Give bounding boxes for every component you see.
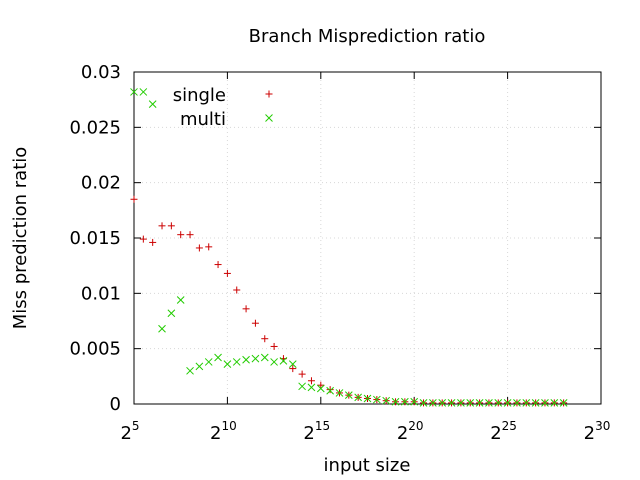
y-tick-label: 0.03 bbox=[81, 62, 121, 83]
x-tick-label: 215 bbox=[303, 419, 330, 444]
chart-title: Branch Misprediction ratio bbox=[249, 26, 486, 47]
data-point-multi bbox=[214, 353, 222, 362]
data-point-multi bbox=[475, 399, 484, 407]
y-axis-label: Miss prediction ratio bbox=[10, 147, 31, 330]
data-point-multi bbox=[429, 399, 437, 407]
x-tick-label: 210 bbox=[210, 419, 237, 444]
data-point-multi bbox=[270, 358, 278, 366]
data-point-multi bbox=[335, 389, 344, 397]
data-point-multi bbox=[260, 353, 269, 362]
data-point-single bbox=[307, 377, 315, 385]
data-point-single bbox=[289, 365, 297, 373]
y-tick-label: 0.01 bbox=[81, 283, 121, 304]
data-point-multi bbox=[513, 399, 521, 407]
legend-marker-single bbox=[265, 90, 273, 98]
data-point-multi bbox=[531, 399, 540, 407]
data-point-single bbox=[139, 235, 147, 243]
data-point-multi bbox=[410, 397, 419, 406]
legend: single multi bbox=[173, 85, 273, 130]
y-tick-labels: 0 0.005 0.01 0.015 0.02 0.025 0.03 bbox=[69, 62, 121, 415]
data-point-single bbox=[326, 386, 334, 394]
y-tick-label: 0.025 bbox=[69, 117, 121, 138]
data-point-multi bbox=[223, 360, 232, 369]
data-point-single bbox=[158, 222, 166, 230]
data-point-single bbox=[233, 286, 241, 294]
x-tick-label: 225 bbox=[490, 419, 517, 444]
data-point-multi bbox=[503, 399, 512, 407]
data-point-multi bbox=[494, 399, 503, 407]
data-point-single bbox=[186, 231, 194, 239]
data-point-multi bbox=[559, 399, 568, 407]
data-point-single bbox=[261, 335, 269, 343]
data-point-multi bbox=[354, 393, 363, 402]
x-tick-label: 220 bbox=[397, 419, 424, 444]
data-point-single bbox=[223, 269, 231, 277]
data-point-multi bbox=[457, 399, 465, 407]
data-point-multi bbox=[148, 100, 157, 108]
data-point-multi bbox=[242, 355, 250, 364]
grid bbox=[134, 72, 601, 404]
x-tick-label: 25 bbox=[120, 419, 139, 444]
data-point-multi bbox=[195, 362, 204, 371]
data-point-single bbox=[251, 319, 259, 327]
data-point-single bbox=[317, 381, 325, 389]
data-point-multi bbox=[139, 88, 148, 96]
data-point-multi bbox=[485, 399, 493, 407]
data-point-multi bbox=[419, 399, 428, 407]
data-point-multi bbox=[363, 394, 372, 403]
x-tick-label: 230 bbox=[584, 419, 611, 444]
legend-marker-symbol bbox=[265, 114, 273, 122]
data-point-single bbox=[214, 261, 222, 269]
data-point-multi bbox=[186, 366, 194, 375]
legend-marker-symbol bbox=[265, 90, 273, 98]
data-point-single bbox=[167, 222, 175, 230]
data-point-multi bbox=[372, 395, 381, 404]
data-point-multi bbox=[550, 399, 559, 407]
data-point-single bbox=[149, 238, 157, 246]
y-tick-label: 0.02 bbox=[81, 173, 121, 194]
data-point-multi bbox=[522, 399, 531, 407]
data-point-multi bbox=[307, 383, 316, 392]
legend-marker-multi bbox=[265, 114, 273, 122]
data-point-multi bbox=[326, 386, 334, 395]
x-axis-label: input size bbox=[324, 455, 411, 476]
x-tick-labels: 25 210 215 220 225 230 bbox=[120, 419, 610, 444]
data-point-single bbox=[177, 231, 185, 239]
data-point-multi bbox=[279, 356, 288, 365]
data-point-multi bbox=[298, 382, 306, 391]
data-point-single bbox=[242, 305, 250, 313]
y-tick-label: 0.005 bbox=[69, 339, 121, 360]
data-point-multi bbox=[344, 391, 353, 400]
data-points bbox=[130, 88, 568, 407]
data-point-multi bbox=[466, 399, 475, 407]
data-point-single bbox=[130, 195, 138, 203]
data-point-multi bbox=[288, 360, 297, 369]
data-point-multi bbox=[447, 399, 456, 407]
data-point-multi bbox=[541, 399, 549, 407]
data-point-single bbox=[270, 342, 278, 350]
data-point-multi bbox=[176, 296, 185, 304]
data-point-single bbox=[298, 370, 306, 378]
data-point-multi bbox=[438, 399, 447, 407]
data-point-multi bbox=[382, 396, 391, 405]
data-point-multi bbox=[167, 309, 176, 318]
data-point-single bbox=[195, 244, 203, 252]
legend-label-single: single bbox=[173, 85, 226, 106]
data-point-single bbox=[205, 243, 213, 251]
data-point-multi bbox=[251, 354, 260, 363]
data-point-multi bbox=[391, 397, 400, 406]
legend-label-multi: multi bbox=[180, 109, 226, 130]
data-point-multi bbox=[204, 358, 213, 366]
y-tick-label: 0.015 bbox=[69, 228, 121, 249]
data-point-multi bbox=[401, 397, 409, 406]
data-point-multi bbox=[158, 324, 166, 333]
data-point-multi bbox=[130, 88, 138, 96]
data-point-multi bbox=[232, 358, 241, 366]
data-point-multi bbox=[316, 384, 325, 393]
y-tick-label: 0 bbox=[110, 394, 121, 415]
